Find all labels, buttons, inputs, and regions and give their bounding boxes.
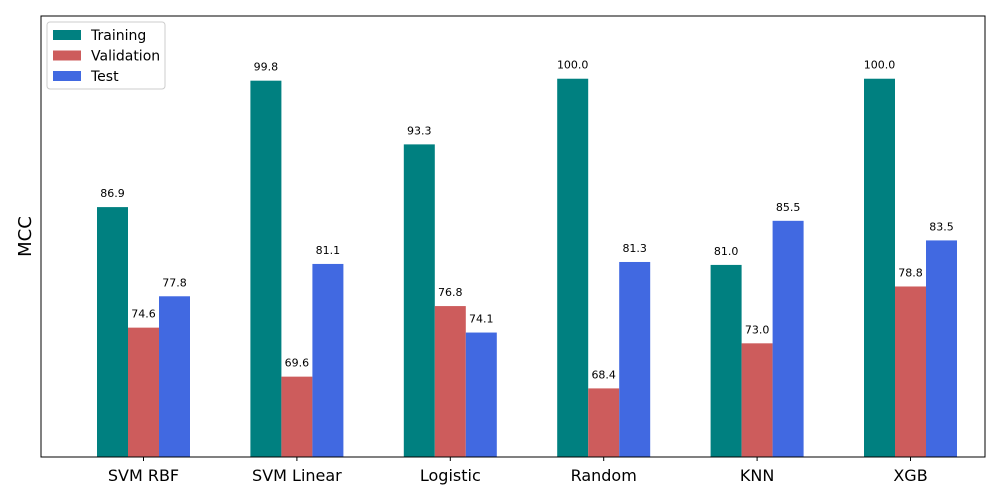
data-label-training-svm-linear: 99.8 (254, 61, 279, 74)
legend-label-training: Training (90, 28, 146, 44)
bar-validation-svm-rbf (128, 327, 159, 457)
data-label-test-xgb: 83.5 (929, 220, 954, 233)
data-label-training-random: 100.0 (557, 59, 589, 72)
data-label-test-logistic: 74.1 (469, 313, 494, 326)
legend-label-test: Test (90, 69, 119, 85)
data-label-test-svm-rbf: 77.8 (162, 276, 187, 289)
bar-validation-random (588, 388, 620, 457)
bar-training-logistic (403, 144, 435, 457)
data-label-validation-knn: 73.0 (745, 323, 770, 336)
bar-validation-svm-linear (281, 376, 313, 457)
legend-swatch-validation (53, 50, 81, 61)
bar-validation-xgb (895, 286, 926, 457)
y-axis-label: MCC (15, 216, 36, 257)
bar-training-svm-rbf (97, 207, 128, 457)
legend-swatch-training (53, 30, 81, 40)
data-label-validation-xgb: 78.8 (898, 266, 923, 279)
plot-frame (40, 15, 986, 458)
bar-training-knn (710, 264, 742, 457)
data-label-validation-svm-linear: 69.6 (285, 357, 310, 370)
data-label-training-xgb: 100.0 (864, 59, 896, 72)
bar-test-svm-linear (312, 263, 344, 457)
data-label-test-random: 81.3 (622, 242, 647, 255)
data-label-validation-logistic: 76.8 (438, 286, 463, 299)
data-label-test-svm-linear: 81.1 (316, 244, 341, 257)
x-tick-label-svm-rbf: SVM RBF (108, 466, 179, 485)
x-tick-label-knn: KNN (740, 466, 774, 485)
bar-training-svm-linear (250, 80, 282, 458)
bar-test-knn (772, 220, 804, 457)
bar-test-logistic (465, 332, 497, 457)
data-label-training-knn: 81.0 (714, 245, 739, 258)
data-label-training-logistic: 93.3 (407, 124, 432, 137)
x-tick-label-logistic: Logistic (420, 466, 481, 485)
data-label-training-svm-rbf: 86.9 (100, 187, 125, 200)
data-label-validation-random: 68.4 (591, 368, 616, 381)
legend-swatch-test (53, 71, 81, 81)
bar-test-random (619, 261, 651, 457)
bar-validation-logistic (434, 306, 466, 457)
data-labels-layer: 86.9 74.6 77.8 99.8 69.6 81.1 93.3 76.8 74.1 100.… (100, 59, 954, 382)
x-tick-label-xgb: XGB (893, 466, 927, 485)
bar-training-xgb (864, 78, 895, 457)
bars-layer (97, 78, 957, 458)
bar-training-random (557, 78, 589, 457)
x-ticks-layer: SVM RBF SVM Linear Logistic Random KNN XGB (108, 457, 928, 485)
legend: Training Validation Test (46, 21, 166, 90)
data-label-validation-svm-rbf: 74.6 (131, 308, 156, 321)
bar-validation-knn (741, 343, 773, 457)
bar-test-svm-rbf (159, 296, 190, 457)
data-label-test-knn: 85.5 (776, 201, 801, 214)
x-tick-label-random: Random (571, 466, 637, 485)
bar-test-xgb (926, 240, 957, 457)
legend-label-validation: Validation (91, 49, 160, 65)
x-tick-label-svm-linear: SVM Linear (252, 466, 342, 485)
